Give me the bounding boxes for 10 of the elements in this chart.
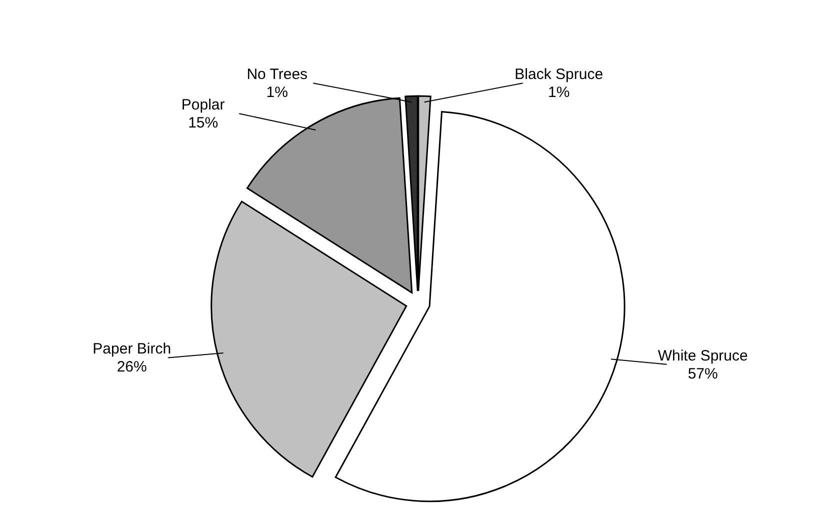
slice-label: White Spruce: [658, 347, 748, 364]
slice-label: Poplar: [181, 96, 225, 114]
data-label: 57%: [688, 365, 718, 382]
slice-label: No Trees: [246, 66, 308, 84]
data-label: 1%: [548, 84, 570, 102]
data-label: 15%: [188, 114, 218, 132]
data-label: 26%: [116, 358, 147, 376]
slice-label: Black Spruce: [514, 66, 604, 84]
slice-label: Paper Birch: [92, 340, 172, 358]
data-label: 1%: [266, 84, 288, 102]
